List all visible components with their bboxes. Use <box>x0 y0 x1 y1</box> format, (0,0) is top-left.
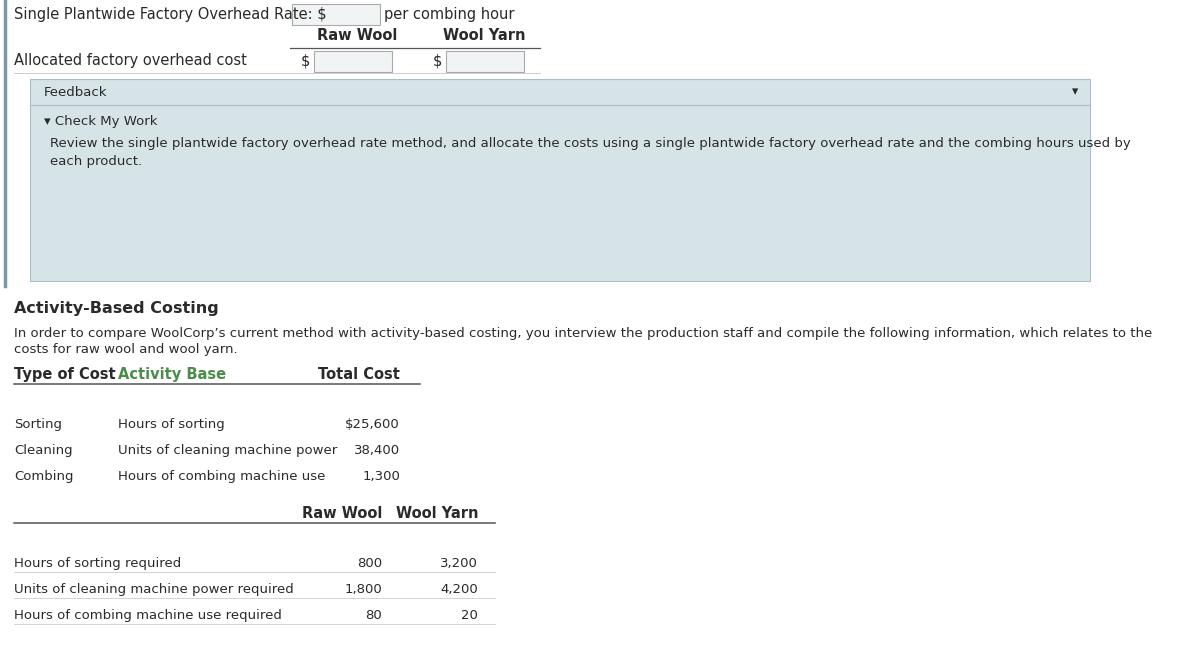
Text: Units of cleaning machine power: Units of cleaning machine power <box>118 444 337 457</box>
Text: Raw Wool: Raw Wool <box>317 28 397 44</box>
Text: Wool Yarn: Wool Yarn <box>396 506 478 521</box>
Text: 1,300: 1,300 <box>362 470 400 483</box>
Text: Total Cost: Total Cost <box>318 367 400 382</box>
Text: Activity Base: Activity Base <box>118 367 226 382</box>
Text: 3,200: 3,200 <box>440 557 478 570</box>
Bar <box>30 79 1090 281</box>
Text: 800: 800 <box>356 557 382 570</box>
Text: Activity-Based Costing: Activity-Based Costing <box>14 301 218 316</box>
Text: Hours of combing machine use required: Hours of combing machine use required <box>14 609 282 622</box>
Text: ▾: ▾ <box>1072 85 1078 99</box>
Text: 80: 80 <box>365 609 382 622</box>
Text: each product.: each product. <box>50 154 142 168</box>
Text: Feedback: Feedback <box>44 85 108 99</box>
Text: 20: 20 <box>461 609 478 622</box>
Text: Wool Yarn: Wool Yarn <box>443 28 526 44</box>
Text: Combing: Combing <box>14 470 73 483</box>
Text: Single Plantwide Factory Overhead Rate: $: Single Plantwide Factory Overhead Rate: … <box>14 7 326 21</box>
Text: Hours of sorting required: Hours of sorting required <box>14 557 181 570</box>
Bar <box>314 50 392 72</box>
Text: Raw Wool: Raw Wool <box>301 506 382 521</box>
Text: Review the single plantwide factory overhead rate method, and allocate the costs: Review the single plantwide factory over… <box>50 136 1130 150</box>
Text: 1,800: 1,800 <box>344 583 382 596</box>
Text: 38,400: 38,400 <box>354 444 400 457</box>
Text: costs for raw wool and wool yarn.: costs for raw wool and wool yarn. <box>14 343 238 356</box>
Text: 4,200: 4,200 <box>440 583 478 596</box>
Text: Hours of combing machine use: Hours of combing machine use <box>118 470 325 483</box>
Bar <box>446 50 524 72</box>
Text: $: $ <box>433 54 442 68</box>
Text: ▾ Check My Work: ▾ Check My Work <box>44 115 157 127</box>
Text: Hours of sorting: Hours of sorting <box>118 418 224 431</box>
Text: Sorting: Sorting <box>14 418 62 431</box>
Text: $: $ <box>301 54 310 68</box>
Text: Units of cleaning machine power required: Units of cleaning machine power required <box>14 583 294 596</box>
Text: Cleaning: Cleaning <box>14 444 73 457</box>
Text: In order to compare WoolCorp’s current method with activity-based costing, you i: In order to compare WoolCorp’s current m… <box>14 327 1152 340</box>
Text: $25,600: $25,600 <box>346 418 400 431</box>
Text: Type of Cost: Type of Cost <box>14 367 115 382</box>
Text: Allocated factory overhead cost: Allocated factory overhead cost <box>14 54 247 68</box>
Text: per combing hour: per combing hour <box>384 7 515 21</box>
Bar <box>292 3 380 25</box>
